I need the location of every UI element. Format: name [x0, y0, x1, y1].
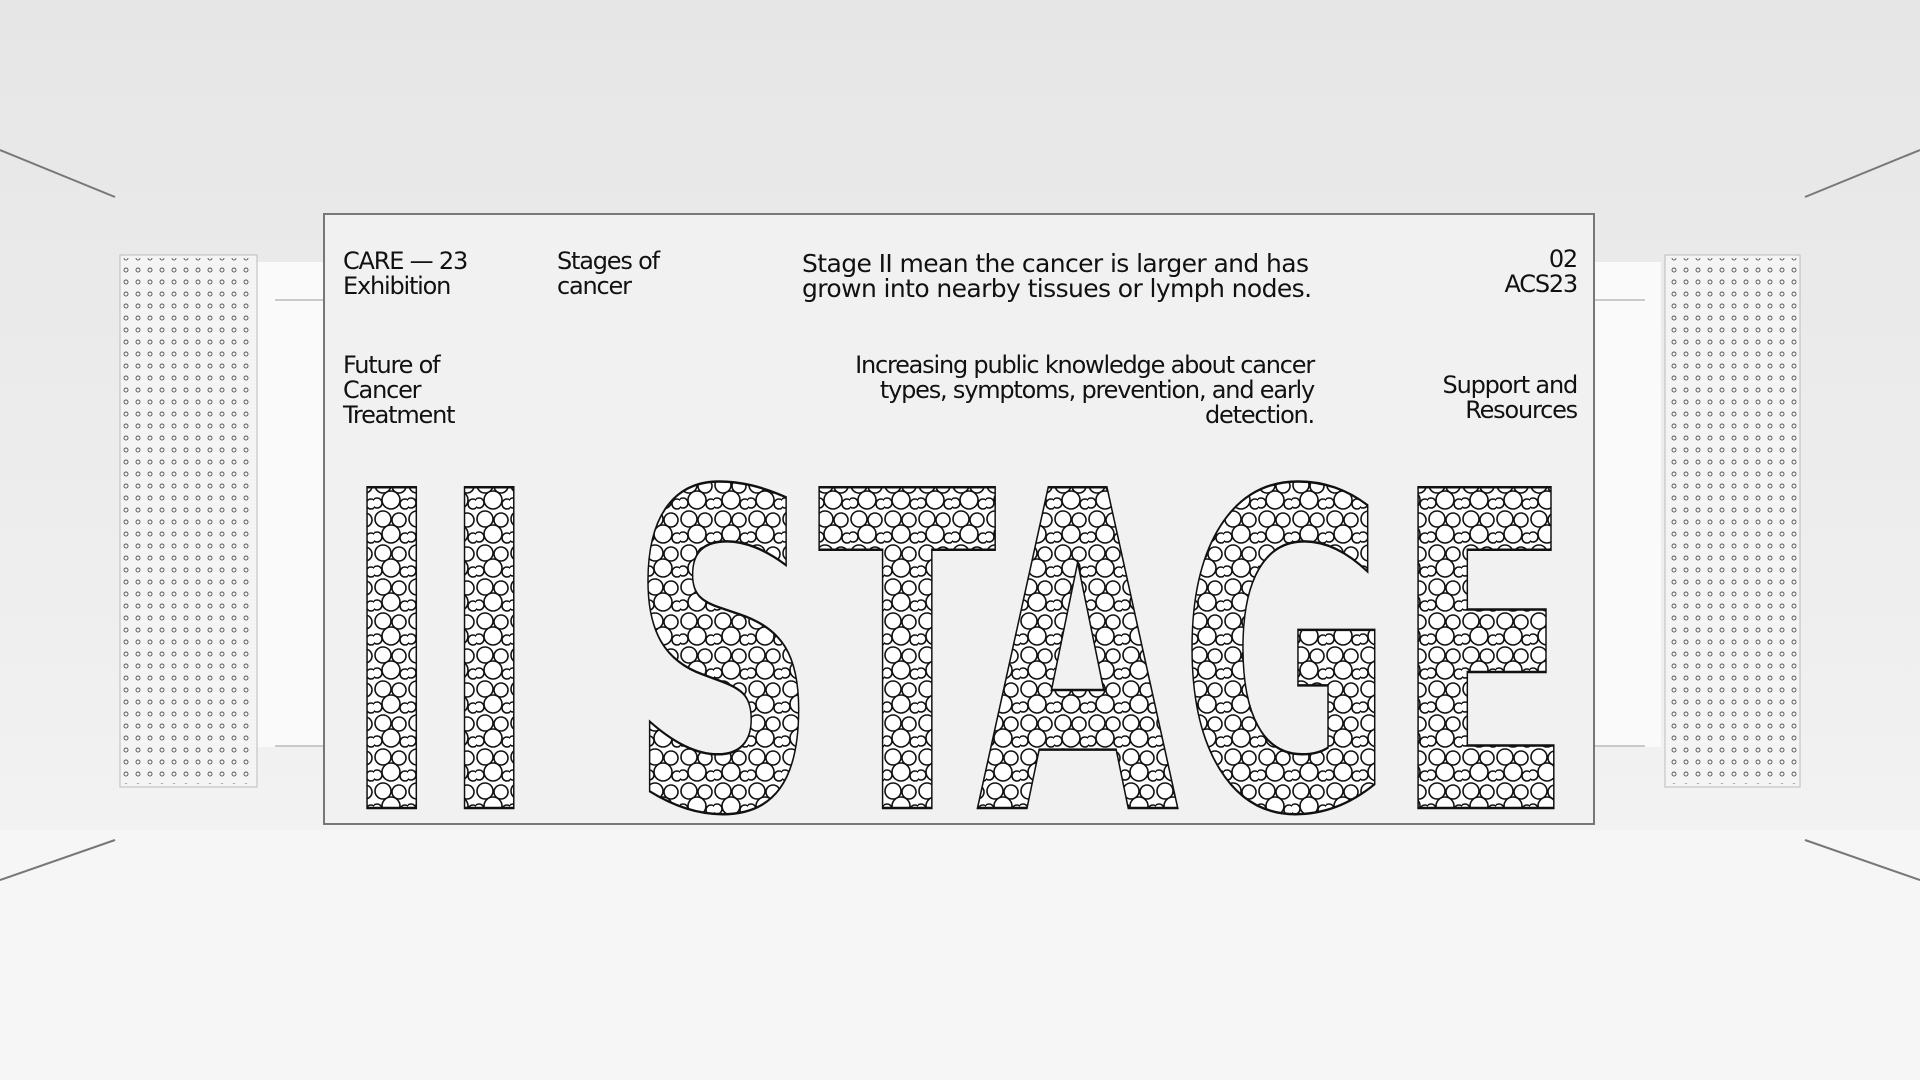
top-right-text: 02 ACS23 — [1504, 245, 1578, 298]
topic-text: Stages of cancer — [557, 247, 660, 300]
text-line: 02 — [1548, 245, 1578, 273]
floor — [0, 830, 1920, 1080]
top-left-text: CARE — 23 Exhibition — [343, 247, 468, 300]
text-line: ACS23 — [1504, 270, 1578, 298]
text-line: Treatment — [343, 401, 456, 429]
perspective-line — [1804, 839, 1920, 881]
perspective-line — [1804, 149, 1920, 198]
wall-gap — [257, 262, 324, 747]
text-line: CARE — 23 — [343, 247, 468, 275]
text-line: Stage II mean the cancer is larger and h… — [802, 249, 1309, 278]
wall-gap — [1594, 262, 1661, 747]
perspective-line — [0, 149, 116, 198]
text-line: Support and — [1442, 371, 1579, 399]
text-line: Exhibition — [343, 272, 451, 300]
text-line: grown into nearby tissues or lymph nodes… — [802, 274, 1312, 303]
text-line: Resources — [1465, 396, 1578, 424]
mid-right-text: Support and Resources — [1442, 371, 1579, 424]
text-line: types, symptoms, prevention, and early — [879, 376, 1315, 404]
text-line: Stages of — [557, 247, 660, 275]
text-line: cancer — [557, 272, 632, 300]
knowledge-paragraph: Increasing public knowledge about cancer… — [855, 351, 1315, 429]
text-line: Future of — [343, 351, 441, 379]
perforation — [122, 258, 255, 784]
perspective-line — [0, 839, 116, 881]
perforation — [1667, 258, 1798, 784]
stage-paragraph: Stage II mean the cancer is larger and h… — [802, 249, 1312, 303]
text-line: Increasing public knowledge about cancer — [855, 351, 1315, 379]
text-line: Cancer — [343, 376, 422, 404]
poster — [323, 213, 1595, 825]
mid-left-text: Future of Cancer Treatment — [343, 351, 456, 429]
text-line: detection. — [1205, 401, 1315, 429]
headline: II STAGE — [343, 400, 1573, 912]
